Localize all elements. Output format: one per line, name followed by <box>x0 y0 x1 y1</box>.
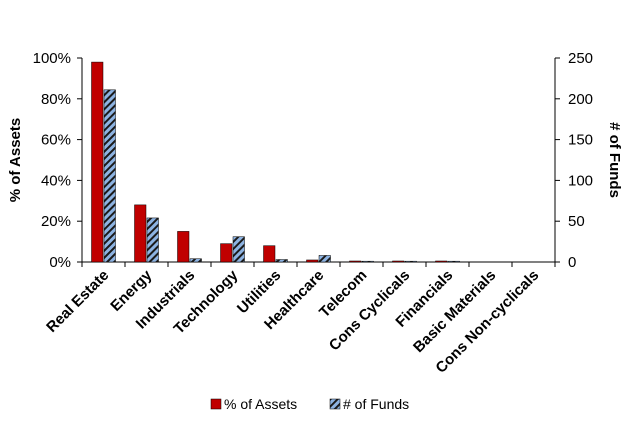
left-axis-title: % of Assets <box>7 118 24 202</box>
left-tick-label: 20% <box>41 213 71 230</box>
right-tick-label: 50 <box>568 213 585 230</box>
bar-funds <box>447 260 460 263</box>
left-tick-label: 0% <box>49 254 71 271</box>
right-tick-label: 200 <box>568 91 593 108</box>
right-tick-label: 100 <box>568 172 593 189</box>
right-axis-title: # of Funds <box>606 122 623 198</box>
bar-assets <box>392 260 405 263</box>
legend-label-funds: # of Funds <box>343 396 409 412</box>
bar-funds <box>103 89 116 263</box>
right-tick-label: 250 <box>568 50 593 67</box>
bar-funds <box>146 217 159 263</box>
bar-funds <box>232 236 245 263</box>
legend-swatch-funds <box>329 398 341 410</box>
left-tick-label: 80% <box>41 91 71 108</box>
bar-assets <box>435 260 448 263</box>
bar-funds <box>361 260 374 263</box>
legend: % of Assets # of Funds <box>210 396 409 412</box>
bar-assets <box>91 61 104 263</box>
bar-assets <box>220 243 233 263</box>
right-tick-label: 0 <box>568 254 576 271</box>
plot-area: 0% 20% 40% 60% 80% 100% 0 50 100 150 200 250 Real Es… <box>33 50 593 377</box>
bar-funds <box>318 255 331 263</box>
bar-assets <box>349 260 362 263</box>
bar-funds <box>189 258 202 263</box>
bar-assets <box>306 259 319 263</box>
bar-assets <box>177 231 190 263</box>
bar-funds <box>404 260 417 263</box>
left-tick-label: 100% <box>33 50 71 67</box>
bar-funds <box>275 259 288 263</box>
left-tick-label: 60% <box>41 132 71 149</box>
legend-label-assets: % of Assets <box>224 396 297 412</box>
bar-assets <box>263 245 276 263</box>
legend-swatch-assets <box>210 398 222 410</box>
bar-assets <box>134 204 147 263</box>
left-tick-label: 40% <box>41 172 71 189</box>
right-tick-label: 150 <box>568 132 593 149</box>
category-label: Real Estate <box>43 267 112 336</box>
